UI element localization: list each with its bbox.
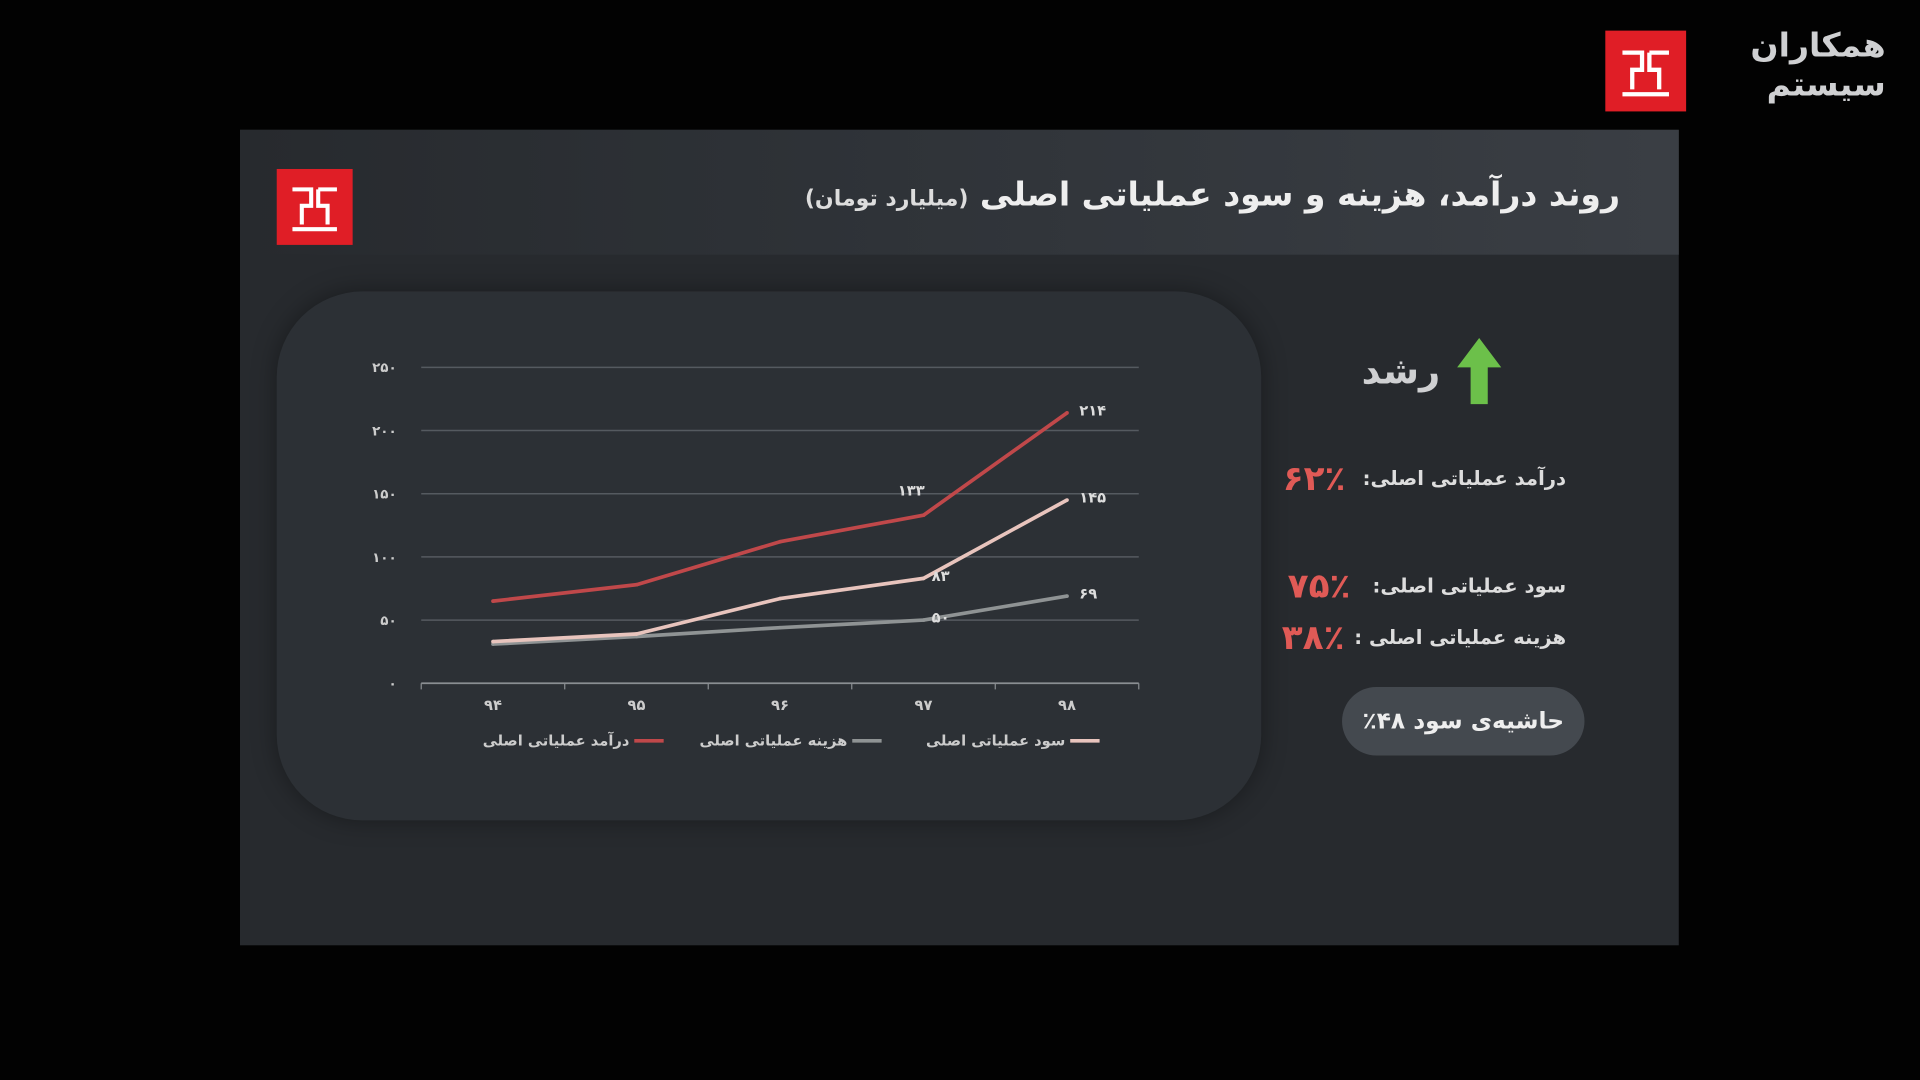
growth-item-label: سود عملیاتی اصلی: [1372, 574, 1567, 598]
growth-value: ۷۵٪ [1287, 565, 1351, 607]
data-point [778, 539, 782, 544]
growth-value: ۳۸٪ [1281, 617, 1345, 658]
data-point [634, 632, 639, 636]
data-label: ۵۰ [932, 610, 950, 627]
legend-label: سود عملیاتی اصلی [926, 733, 1065, 750]
x-tick-label: ۹۸ [1058, 697, 1076, 714]
data-label: ۶۹ [1079, 586, 1097, 603]
growth-label: رشد [1361, 350, 1441, 394]
data-point [491, 639, 495, 644]
series-line-0 [492, 411, 1069, 603]
legend-label: هزینه عملیاتی اصلی [700, 733, 848, 750]
brand-name: همکاران سیستم [1750, 26, 1886, 105]
growth-item-cost: ۳۸٪ هزینه عملیاتی اصلی : [1282, 617, 1566, 657]
x-tick-label: ۹۷ [915, 697, 933, 714]
data-point [921, 576, 926, 581]
panel-logo [276, 168, 353, 245]
data-label: ۲۱۴ [1079, 402, 1106, 419]
data-point [1065, 498, 1069, 502]
data-point [778, 625, 782, 630]
chart-card: ۰ ۵۰ ۱۰۰ ۱۵۰ ۲۰۰ ۲۵۰ ۹۴ ۹۵ ۹۶ ۹۷ ۹۸ ۱۳۳ ۲۱۴ ۵۰ ۶۹ ۸۳ ۱۴۵… [276, 291, 1262, 821]
y-tick-label: ۱۰۰ [372, 551, 397, 566]
profit-margin-badge: حاشیه‌ی سود ۴۸٪ [1342, 686, 1585, 756]
logo-mark-icon [1622, 50, 1669, 97]
data-point [778, 596, 782, 601]
line-chart: ۰ ۵۰ ۱۰۰ ۱۵۰ ۲۰۰ ۲۵۰ ۹۴ ۹۵ ۹۶ ۹۷ ۹۸ ۱۳۳ ۲۱۴ ۵۰ ۶۹ ۸۳ ۱۴۵… [372, 361, 1140, 750]
data-point [1065, 594, 1069, 598]
title-unit: (میلیارد تومان) [804, 186, 969, 212]
growth-item-label: هزینه عملیاتی اصلی : [1354, 625, 1567, 649]
y-tick-label: ۰ [389, 677, 397, 692]
growth-item-profit: ۷۵٪ سود عملیاتی اصلی: [1288, 566, 1566, 606]
brand-logo [1605, 30, 1687, 112]
title-text: روند درآمد، هزینه و سود عملیاتی اصلی [979, 176, 1621, 215]
y-tick-label: ۲۵۰ [372, 361, 397, 376]
y-tick-label: ۱۵۰ [372, 488, 397, 503]
data-point [1065, 411, 1069, 415]
data-label: ۱۳۳ [898, 483, 925, 500]
logo-mark-icon [292, 187, 337, 232]
title-bar: روند درآمد، هزینه و سود عملیاتی اصلی (می… [240, 129, 1679, 255]
growth-item-revenue: ۶۲٪ درآمد عملیاتی اصلی: [1283, 458, 1566, 498]
data-point [921, 618, 926, 622]
x-tick-label: ۹۵ [628, 697, 646, 714]
slide-title: روند درآمد، هزینه و سود عملیاتی اصلی (می… [805, 176, 1620, 214]
legend-label: درآمد عملیاتی اصلی [483, 732, 630, 750]
data-point [921, 513, 926, 518]
data-label: ۸۳ [932, 568, 950, 585]
slide-panel: روند درآمد، هزینه و سود عملیاتی اصلی (می… [240, 129, 1679, 946]
x-tick-label: ۹۴ [484, 697, 502, 714]
growth-item-label: درآمد عملیاتی اصلی: [1362, 466, 1567, 490]
arrow-up-icon [1457, 337, 1502, 405]
data-label: ۱۴۵ [1079, 489, 1106, 506]
growth-value: ۶۲٪ [1282, 457, 1346, 499]
x-tick-label: ۹۶ [771, 697, 789, 714]
data-point [634, 582, 639, 587]
y-tick-label: ۲۰۰ [372, 424, 397, 439]
data-point [491, 599, 495, 603]
y-tick-label: ۵۰ [380, 614, 396, 629]
